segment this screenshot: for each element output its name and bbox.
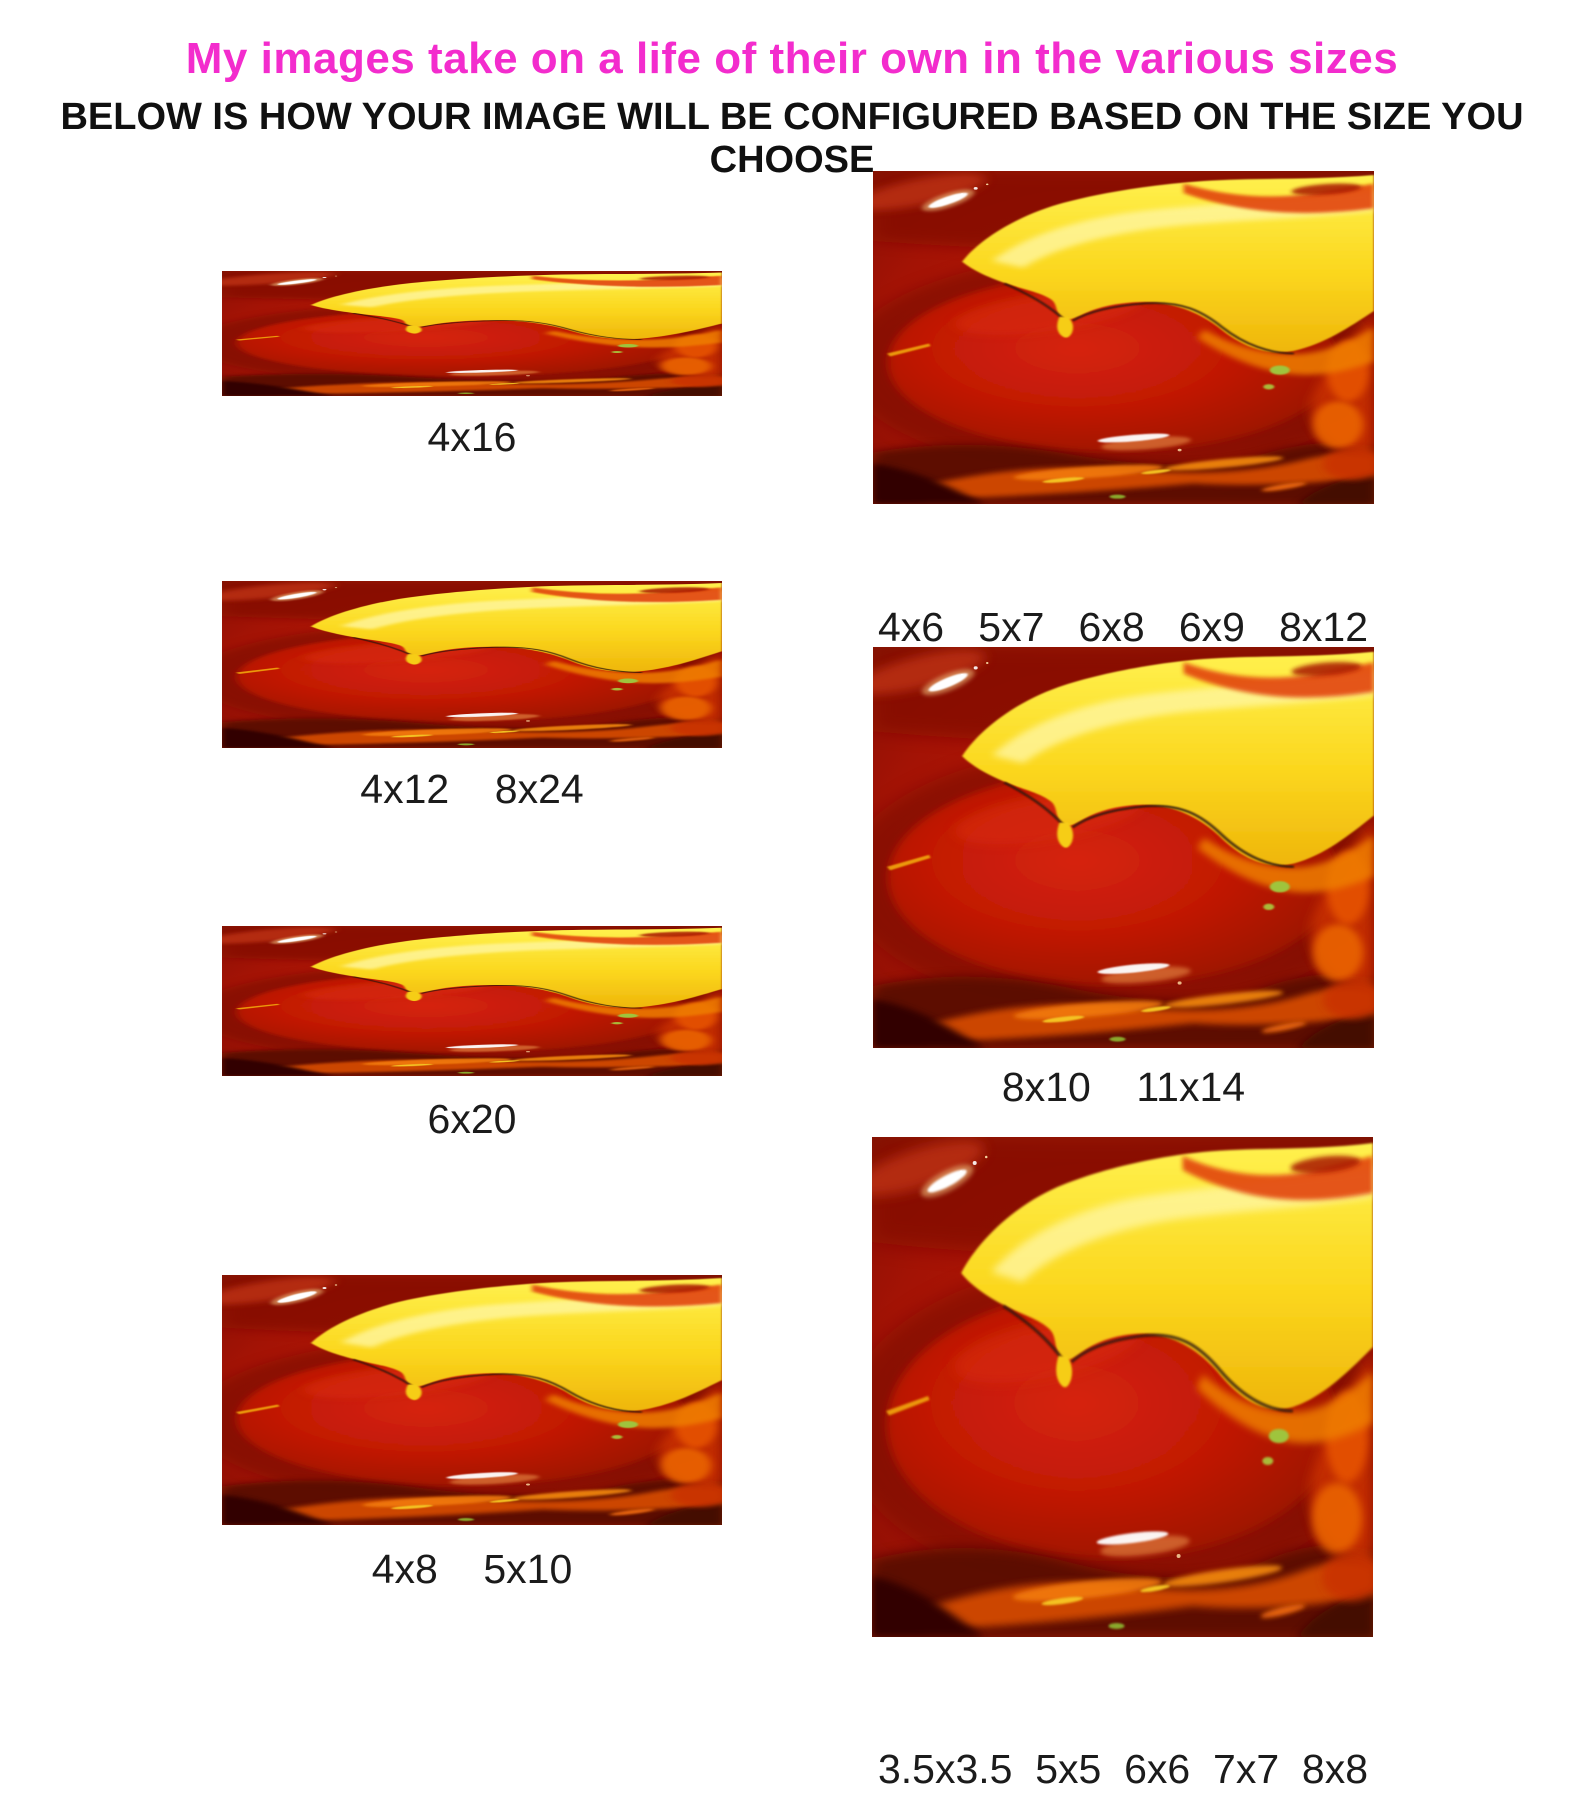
size-label-4x12-8x24: 4x12 8x24 <box>360 766 584 812</box>
preview-8x10-11x14 <box>873 647 1374 1048</box>
size-label-line: 3.5x3.5 5x5 6x6 7x7 8x8 <box>877 1746 1369 1792</box>
preview-4x12-8x24 <box>222 581 722 748</box>
abstract-painting-image <box>222 271 722 396</box>
preview-4x6-group <box>873 171 1374 504</box>
preview-4x8-5x10 <box>222 1275 722 1525</box>
abstract-painting-image <box>222 926 722 1076</box>
size-label-4x8-5x10: 4x8 5x10 <box>371 1546 573 1592</box>
size-label-6x20: 6x20 <box>427 1096 517 1142</box>
page-subtitle: BELOW IS HOW YOUR IMAGE WILL BE CONFIGUR… <box>60 96 1524 181</box>
preview-6x20 <box>222 926 722 1076</box>
size-label-square-group: 3.5x3.5 5x5 6x6 7x7 8x8 10x10 12x12 15x1… <box>798 1654 1448 1800</box>
abstract-painting-image <box>222 1275 722 1525</box>
preview-4x16 <box>222 271 722 396</box>
abstract-painting-image <box>872 1137 1373 1637</box>
size-label-8x10-11x14: 8x10 11x14 <box>1001 1064 1246 1110</box>
abstract-painting-image <box>873 647 1374 1048</box>
size-label-4x16: 4x16 <box>427 414 517 460</box>
size-label-line: 4x6 5x7 6x8 6x9 8x12 <box>877 604 1369 650</box>
preview-square-group <box>872 1137 1373 1637</box>
page-title: My images take on a life of their own in… <box>185 34 1399 83</box>
abstract-painting-image <box>222 581 722 748</box>
abstract-painting-image <box>873 171 1374 504</box>
